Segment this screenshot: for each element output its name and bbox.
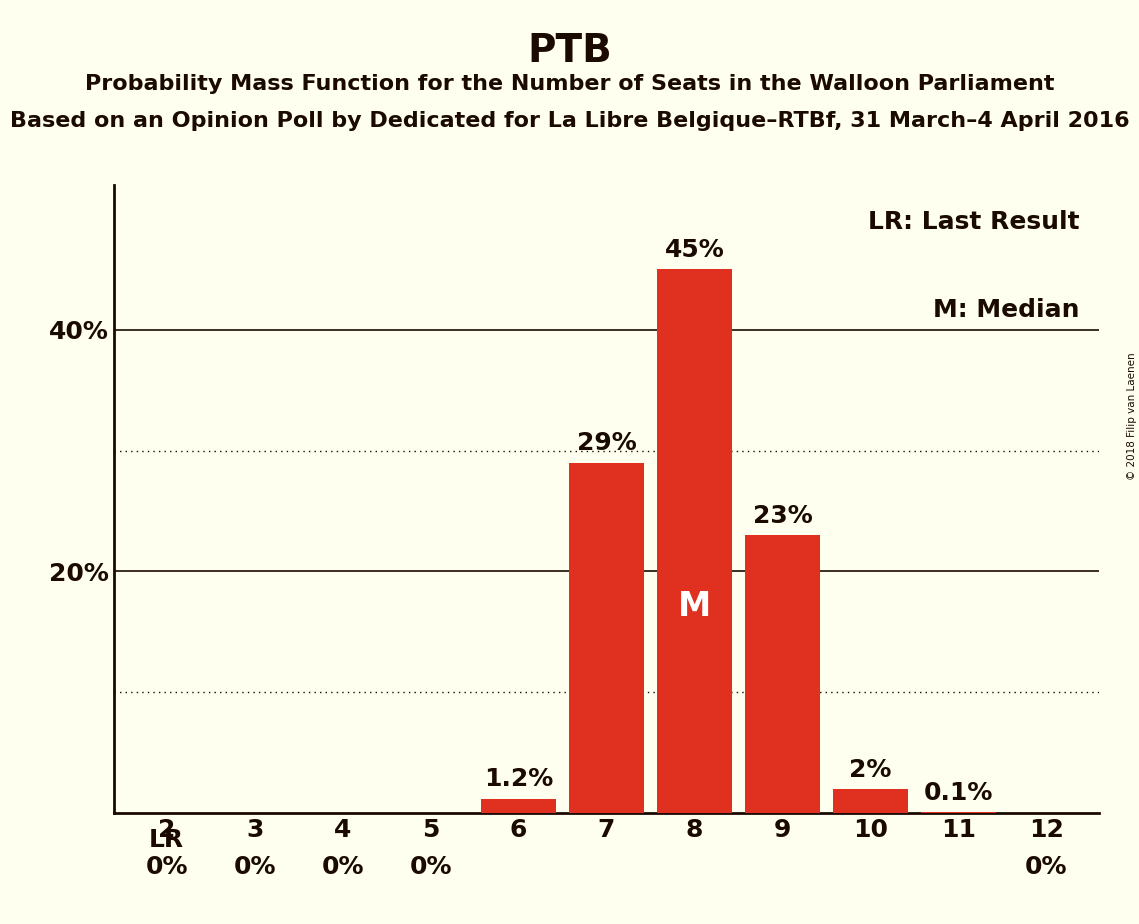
Bar xyxy=(481,798,556,813)
Text: LR: Last Result: LR: Last Result xyxy=(868,210,1080,234)
Text: 0%: 0% xyxy=(233,856,276,880)
Text: M: Median: M: Median xyxy=(933,298,1080,322)
Text: 23%: 23% xyxy=(753,504,812,528)
Text: 45%: 45% xyxy=(665,238,724,262)
Text: LR: LR xyxy=(149,828,185,852)
Text: Probability Mass Function for the Number of Seats in the Walloon Parliament: Probability Mass Function for the Number… xyxy=(84,74,1055,94)
Text: Based on an Opinion Poll by Dedicated for La Libre Belgique–RTBf, 31 March–4 Apr: Based on an Opinion Poll by Dedicated fo… xyxy=(10,111,1129,131)
Text: 2%: 2% xyxy=(850,758,892,782)
Text: PTB: PTB xyxy=(527,32,612,70)
Bar xyxy=(833,789,908,813)
Text: © 2018 Filip van Laenen: © 2018 Filip van Laenen xyxy=(1126,352,1137,480)
Text: 0%: 0% xyxy=(409,856,452,880)
Bar xyxy=(657,270,732,813)
Text: 0%: 0% xyxy=(1025,856,1067,880)
Text: 0.1%: 0.1% xyxy=(924,781,993,805)
Bar xyxy=(570,463,644,813)
Text: 0%: 0% xyxy=(146,856,188,880)
Bar xyxy=(921,812,995,813)
Text: 29%: 29% xyxy=(576,432,637,456)
Text: M: M xyxy=(678,590,711,623)
Text: 0%: 0% xyxy=(321,856,363,880)
Text: 1.2%: 1.2% xyxy=(484,767,554,791)
Bar xyxy=(745,535,820,813)
